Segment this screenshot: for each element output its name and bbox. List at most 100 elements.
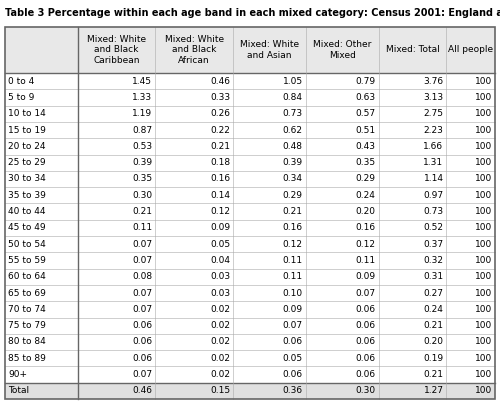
Text: 100: 100 xyxy=(475,386,492,396)
Text: 0.08: 0.08 xyxy=(132,272,152,281)
Text: 0.21: 0.21 xyxy=(424,321,444,330)
Text: 0.19: 0.19 xyxy=(424,354,444,363)
Text: 2.23: 2.23 xyxy=(424,126,444,135)
Text: 0.39: 0.39 xyxy=(282,158,303,167)
Text: Total: Total xyxy=(8,386,29,396)
Text: 0.07: 0.07 xyxy=(356,288,376,298)
Text: 0.07: 0.07 xyxy=(132,288,152,298)
Text: 100: 100 xyxy=(475,337,492,347)
Text: Mixed: Other
Mixed: Mixed: Other Mixed xyxy=(313,40,372,60)
Text: 0.46: 0.46 xyxy=(210,77,230,86)
Text: 70 to 74: 70 to 74 xyxy=(8,305,46,314)
Text: 0.09: 0.09 xyxy=(210,223,230,232)
Text: 0.84: 0.84 xyxy=(283,93,303,102)
Bar xyxy=(5,203,495,220)
Text: 0.35: 0.35 xyxy=(356,158,376,167)
Text: 0.79: 0.79 xyxy=(356,77,376,86)
Text: 0.02: 0.02 xyxy=(210,354,230,363)
Text: 0.34: 0.34 xyxy=(283,175,303,183)
Text: 0.31: 0.31 xyxy=(424,272,444,281)
Text: 0.06: 0.06 xyxy=(132,354,152,363)
Text: 0.27: 0.27 xyxy=(424,288,444,298)
Text: 0.37: 0.37 xyxy=(424,240,444,248)
Text: 100: 100 xyxy=(475,158,492,167)
Text: 0.14: 0.14 xyxy=(210,191,230,200)
Text: 0.15: 0.15 xyxy=(210,386,230,396)
Text: 0.02: 0.02 xyxy=(210,321,230,330)
Text: 0.87: 0.87 xyxy=(132,126,152,135)
Text: Mixed: Total: Mixed: Total xyxy=(386,46,440,55)
Text: 100: 100 xyxy=(475,109,492,118)
Text: 15 to 19: 15 to 19 xyxy=(8,126,46,135)
Text: 0.21: 0.21 xyxy=(210,142,230,151)
Text: 25 to 29: 25 to 29 xyxy=(8,158,46,167)
Bar xyxy=(5,269,495,285)
Text: 0.12: 0.12 xyxy=(356,240,376,248)
Text: 20 to 24: 20 to 24 xyxy=(8,142,46,151)
Text: 100: 100 xyxy=(475,305,492,314)
Bar xyxy=(5,301,495,318)
Text: Table 3 Percentage within each age band in each mixed category: Census 2001: Eng: Table 3 Percentage within each age band … xyxy=(5,8,500,18)
Text: 1.05: 1.05 xyxy=(282,77,303,86)
Text: 100: 100 xyxy=(475,175,492,183)
Text: 40 to 44: 40 to 44 xyxy=(8,207,46,216)
Text: 0.63: 0.63 xyxy=(356,93,376,102)
Bar xyxy=(5,89,495,105)
Text: 80 to 84: 80 to 84 xyxy=(8,337,46,347)
Text: 0.12: 0.12 xyxy=(210,207,230,216)
Text: 1.66: 1.66 xyxy=(424,142,444,151)
Text: 0.48: 0.48 xyxy=(283,142,303,151)
Text: 0.20: 0.20 xyxy=(356,207,376,216)
Text: 10 to 14: 10 to 14 xyxy=(8,109,46,118)
Text: 0.07: 0.07 xyxy=(132,370,152,379)
Text: Mixed: White
and Asian: Mixed: White and Asian xyxy=(240,40,299,60)
Text: 0.97: 0.97 xyxy=(424,191,444,200)
Text: 100: 100 xyxy=(475,321,492,330)
Text: 0.03: 0.03 xyxy=(210,272,230,281)
Text: 0.21: 0.21 xyxy=(283,207,303,216)
Text: 5 to 9: 5 to 9 xyxy=(8,93,34,102)
Text: 55 to 59: 55 to 59 xyxy=(8,256,46,265)
Text: 0.11: 0.11 xyxy=(282,256,303,265)
Bar xyxy=(5,27,495,73)
Text: 0.02: 0.02 xyxy=(210,337,230,347)
Text: 1.27: 1.27 xyxy=(424,386,444,396)
Bar xyxy=(5,383,495,399)
Text: 1.45: 1.45 xyxy=(132,77,152,86)
Text: 85 to 89: 85 to 89 xyxy=(8,354,46,363)
Text: 100: 100 xyxy=(475,354,492,363)
Text: 100: 100 xyxy=(475,223,492,232)
Text: 1.14: 1.14 xyxy=(424,175,444,183)
Text: 100: 100 xyxy=(475,256,492,265)
Text: 0.57: 0.57 xyxy=(356,109,376,118)
Text: 100: 100 xyxy=(475,126,492,135)
Bar xyxy=(5,252,495,269)
Bar xyxy=(5,236,495,252)
Text: 90+: 90+ xyxy=(8,370,27,379)
Text: 0.07: 0.07 xyxy=(132,305,152,314)
Text: 0.53: 0.53 xyxy=(132,142,152,151)
Text: 0.52: 0.52 xyxy=(424,223,444,232)
Text: 0.73: 0.73 xyxy=(424,207,444,216)
Text: 100: 100 xyxy=(475,272,492,281)
Bar xyxy=(5,138,495,154)
Text: 0.07: 0.07 xyxy=(132,256,152,265)
Text: 100: 100 xyxy=(475,207,492,216)
Text: 0.06: 0.06 xyxy=(356,337,376,347)
Text: 65 to 69: 65 to 69 xyxy=(8,288,46,298)
Text: 35 to 39: 35 to 39 xyxy=(8,191,46,200)
Text: 100: 100 xyxy=(475,142,492,151)
Text: 0.46: 0.46 xyxy=(132,386,152,396)
Text: 0.33: 0.33 xyxy=(210,93,230,102)
Text: 0.35: 0.35 xyxy=(132,175,152,183)
Text: 0.21: 0.21 xyxy=(424,370,444,379)
Text: 30 to 34: 30 to 34 xyxy=(8,175,46,183)
Text: 0 to 4: 0 to 4 xyxy=(8,77,34,86)
Text: 0.06: 0.06 xyxy=(282,370,303,379)
Text: 0.73: 0.73 xyxy=(282,109,303,118)
Text: 100: 100 xyxy=(475,93,492,102)
Bar xyxy=(5,171,495,187)
Text: 0.12: 0.12 xyxy=(283,240,303,248)
Text: 100: 100 xyxy=(475,370,492,379)
Text: 0.05: 0.05 xyxy=(282,354,303,363)
